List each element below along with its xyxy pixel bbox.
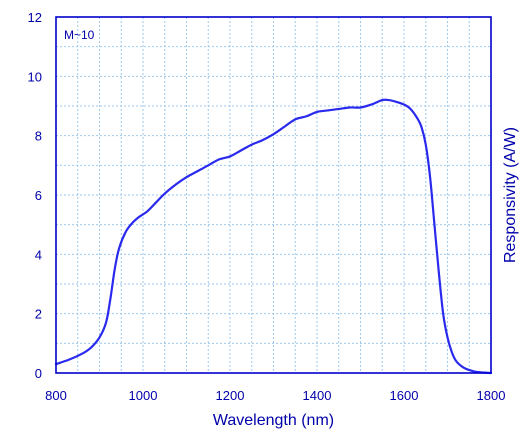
gain-annotation: M~10 bbox=[64, 28, 95, 42]
y-tick-label: 2 bbox=[35, 307, 42, 322]
x-tick-label: 1600 bbox=[390, 388, 419, 403]
x-tick-label: 1800 bbox=[477, 388, 506, 403]
x-tick-label: 1200 bbox=[216, 388, 245, 403]
x-tick-label: 1400 bbox=[303, 388, 332, 403]
y-tick-label: 0 bbox=[35, 366, 42, 381]
x-axis-title: Wavelength (nm) bbox=[213, 412, 334, 429]
y-tick-label: 8 bbox=[35, 129, 42, 144]
y-axis-title: Responsivity (A/W) bbox=[502, 127, 519, 263]
plot-frame bbox=[55, 16, 492, 374]
tick-labels: 800 1000 1200 1400 1600 1800 0 2 4 6 8 10 12 bbox=[28, 10, 506, 403]
x-tick-label: 1000 bbox=[129, 388, 158, 403]
responsivity-curve bbox=[54, 98, 493, 375]
x-tick-label: 800 bbox=[45, 388, 67, 403]
y-tick-label: 10 bbox=[28, 69, 42, 84]
y-tick-label: 6 bbox=[35, 188, 42, 203]
y-tick-label: 4 bbox=[35, 247, 42, 262]
grid-lines bbox=[56, 17, 491, 373]
y-tick-label: 12 bbox=[28, 10, 42, 25]
